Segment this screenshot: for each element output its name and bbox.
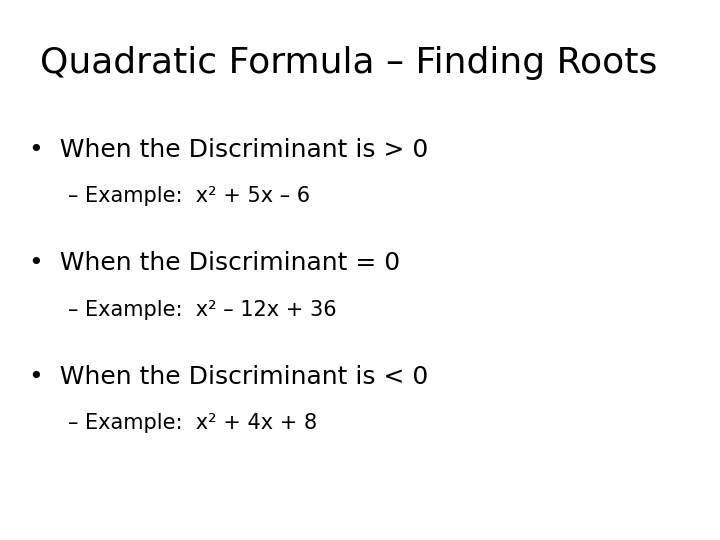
Text: Quadratic Formula – Finding Roots: Quadratic Formula – Finding Roots [40,46,657,80]
Text: – Example:  x² + 4x + 8: – Example: x² + 4x + 8 [68,413,318,433]
Text: – Example:  x² – 12x + 36: – Example: x² – 12x + 36 [68,300,337,320]
Text: •  When the Discriminant is < 0: • When the Discriminant is < 0 [29,364,428,388]
Text: •  When the Discriminant is > 0: • When the Discriminant is > 0 [29,138,428,161]
Text: •  When the Discriminant = 0: • When the Discriminant = 0 [29,251,400,275]
Text: – Example:  x² + 5x – 6: – Example: x² + 5x – 6 [68,186,310,206]
